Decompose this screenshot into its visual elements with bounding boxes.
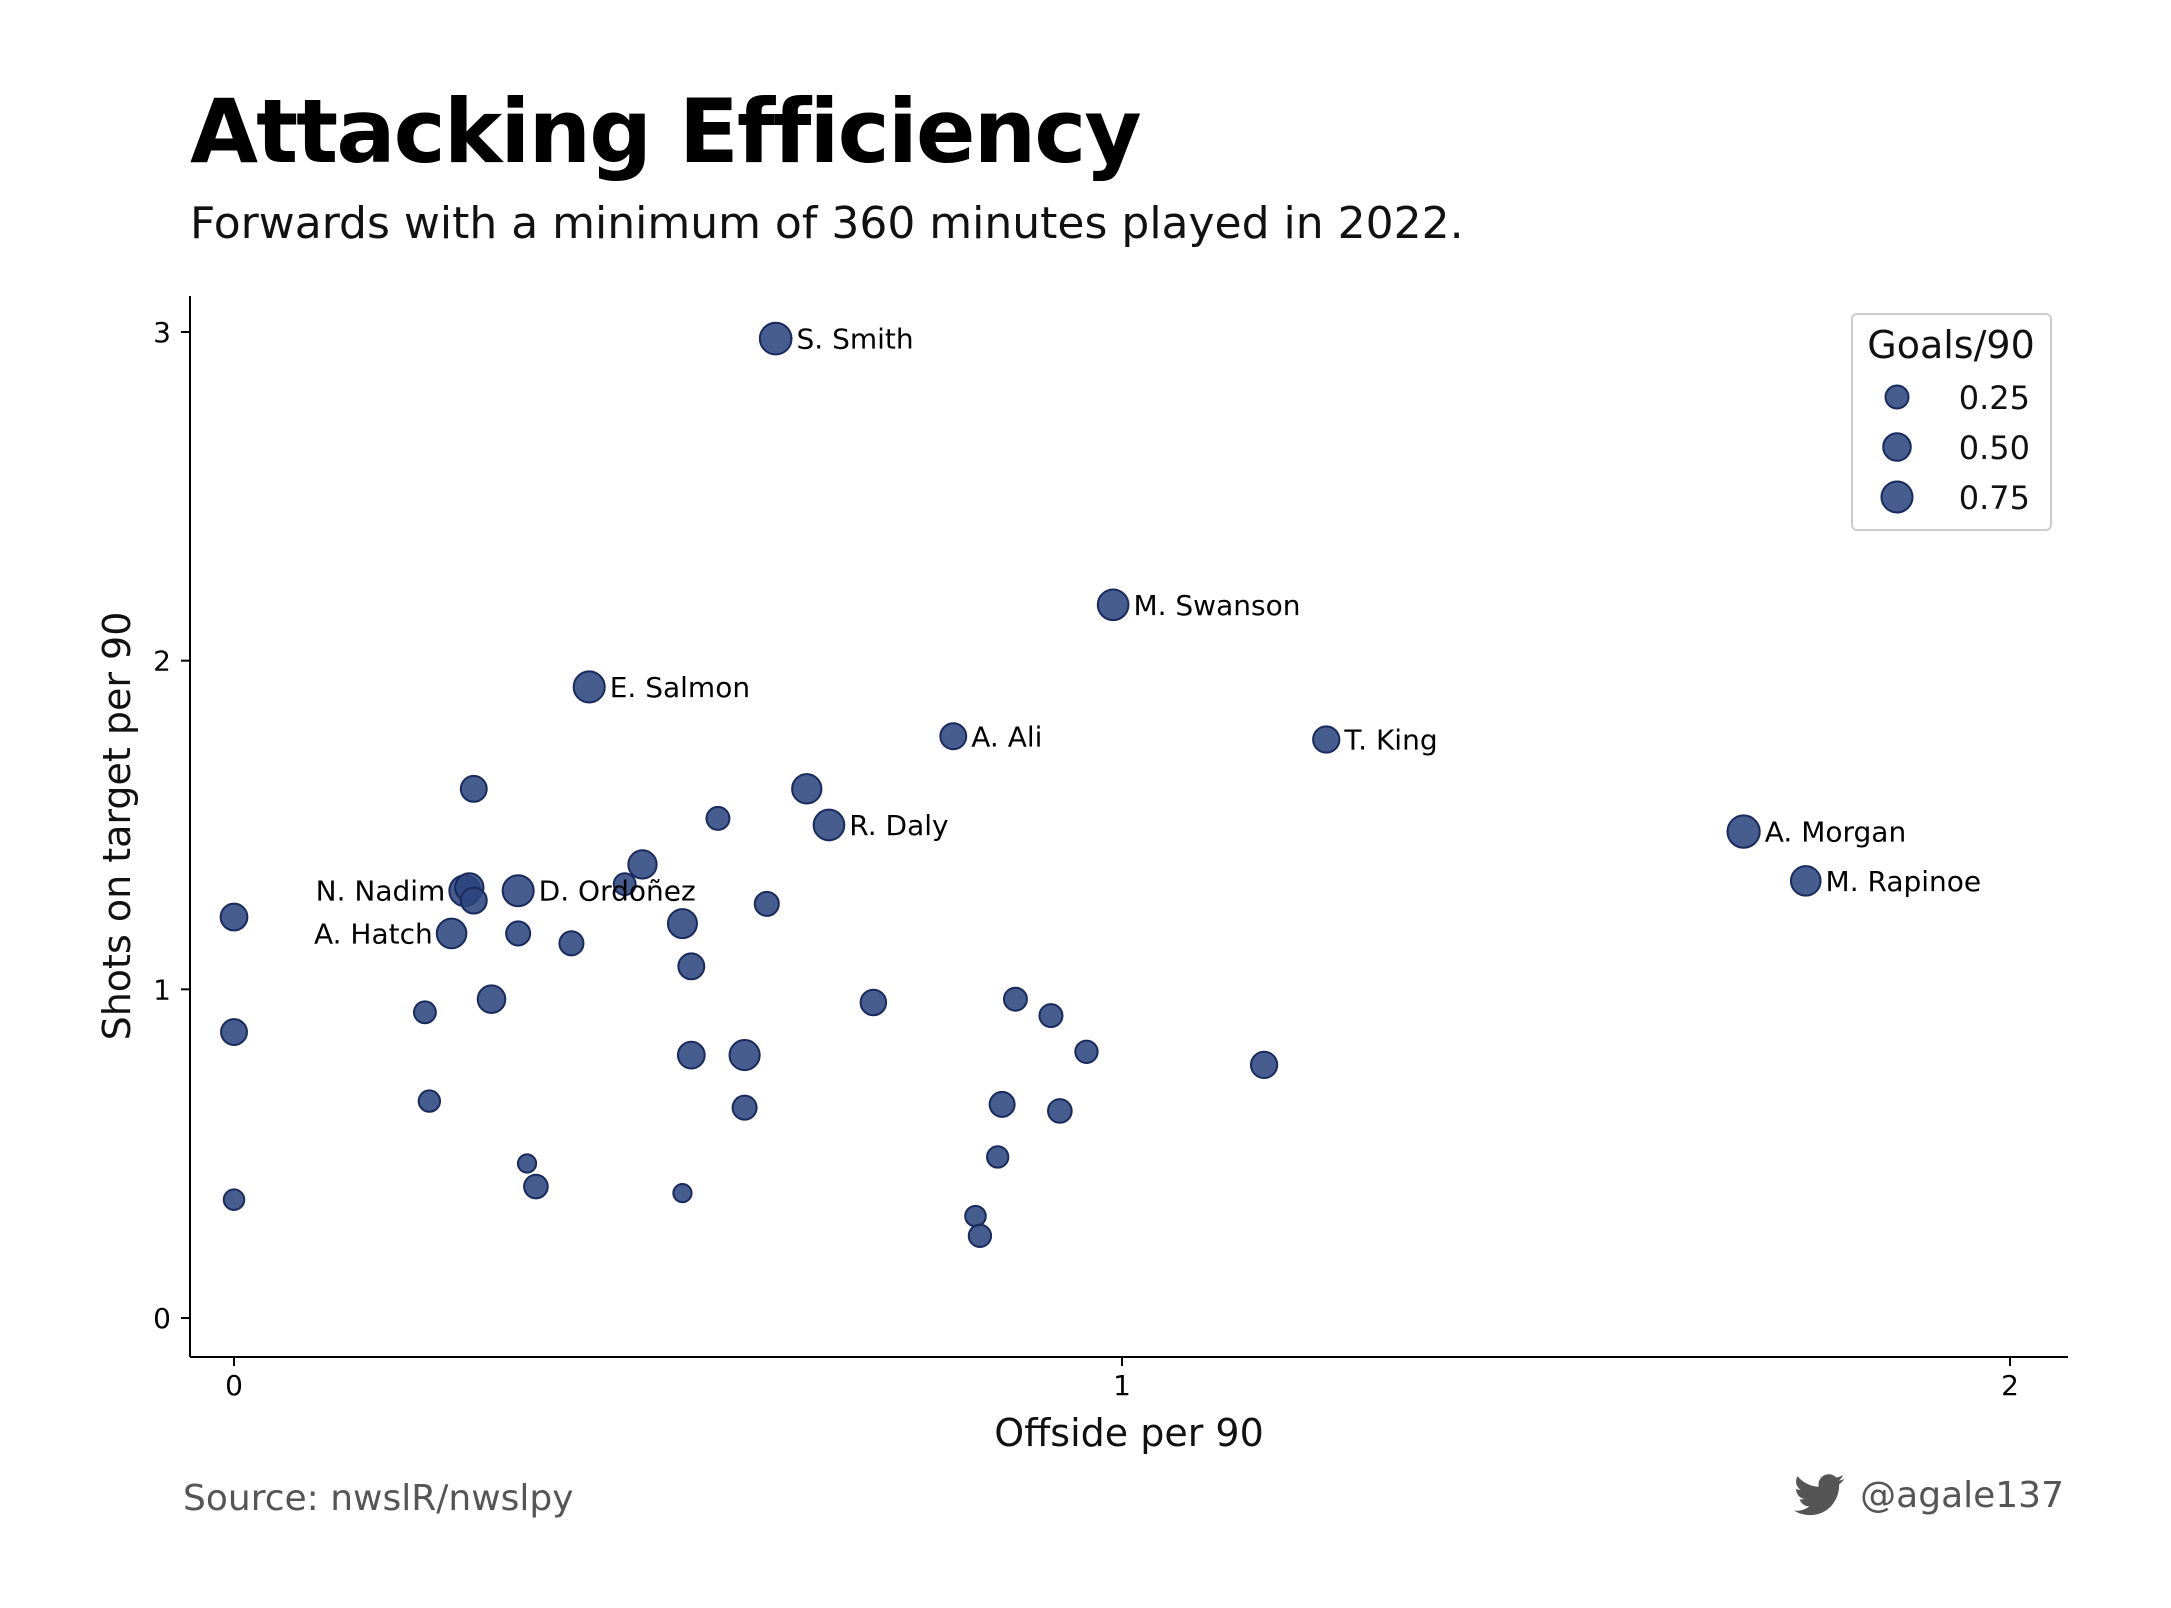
y-tick-label: 1 xyxy=(153,973,171,1006)
data-point xyxy=(476,984,507,1014)
twitter-handle: @agale137 xyxy=(1860,1474,2064,1516)
data-point xyxy=(1249,1050,1279,1080)
point-label: E. Salmon xyxy=(610,671,750,704)
data-point xyxy=(222,1188,246,1211)
legend-entries: 0.25 0.50 0.75 xyxy=(1880,379,2030,517)
data-point xyxy=(964,1204,987,1228)
data-point xyxy=(812,808,846,842)
legend-marker xyxy=(1880,480,1914,514)
legend-label: 0.25 xyxy=(1959,379,2030,417)
data-point xyxy=(705,805,731,831)
legend-label: 0.75 xyxy=(1959,479,2030,517)
data-point xyxy=(677,952,706,981)
data-point xyxy=(666,908,698,940)
data-point xyxy=(753,890,780,917)
x-tick-label: 1 xyxy=(1113,1369,1131,1402)
point-label: M. Rapinoe xyxy=(1826,865,1982,898)
point-label: A. Ali xyxy=(971,720,1042,753)
data-point xyxy=(1096,588,1130,622)
legend-marker xyxy=(1882,432,1912,462)
author-credit: @agale137 xyxy=(1792,1474,2064,1516)
y-tick-label: 0 xyxy=(153,1302,171,1335)
data-point xyxy=(672,1182,693,1204)
twitter-bird-icon xyxy=(1794,1474,1845,1516)
y-tick-label: 2 xyxy=(153,645,171,678)
point-label: M. Swanson xyxy=(1133,589,1300,622)
axis-ticks: 0 1 2 0 1 2 3 xyxy=(153,316,2019,1402)
point-label: A. Hatch xyxy=(314,917,433,950)
data-point xyxy=(413,1000,437,1025)
legend-label: 0.50 xyxy=(1959,429,2030,467)
data-point xyxy=(435,917,468,950)
data-point xyxy=(791,773,823,805)
data-point xyxy=(988,1090,1016,1118)
x-tick-label: 2 xyxy=(2001,1369,2019,1402)
legend-marker xyxy=(1884,384,1910,410)
legend: Goals/90 0.25 0.50 0.75 xyxy=(1851,313,2052,531)
data-point xyxy=(523,1173,549,1200)
data-point xyxy=(1312,725,1341,754)
source-note: Source: nwslR/nwslpy xyxy=(183,1478,574,1519)
chart-subtitle: Forwards with a minimum of 360 minutes p… xyxy=(190,198,1464,249)
x-tick-label: 0 xyxy=(225,1369,243,1402)
data-point xyxy=(1047,1098,1073,1124)
legend-box xyxy=(1851,313,2052,531)
legend-title: Goals/90 xyxy=(1867,323,2035,367)
y-tick-label: 3 xyxy=(153,316,171,349)
point-labels: S. Smith M. Swanson E. Salmon A. Ali T. King… xyxy=(314,323,1981,951)
data-point xyxy=(728,1038,761,1072)
data-point xyxy=(558,930,585,957)
point-label: A. Morgan xyxy=(1765,816,1906,849)
data-point xyxy=(459,774,488,803)
data-point xyxy=(986,1145,1010,1169)
data-point xyxy=(572,670,606,704)
chart-title: Attacking Efficiency xyxy=(190,80,1142,183)
y-axis-label: Shots on target per 90 xyxy=(95,612,139,1041)
point-label: N. Nadim xyxy=(316,875,446,908)
data-point xyxy=(505,920,532,947)
data-point xyxy=(1789,865,1822,897)
point-label: S. Smith xyxy=(797,323,914,356)
data-points xyxy=(219,321,1822,1248)
data-point xyxy=(1726,814,1761,849)
x-axis-label: Offside per 90 xyxy=(994,1411,1264,1455)
data-point xyxy=(417,1089,442,1113)
data-point xyxy=(731,1094,758,1121)
data-point xyxy=(219,902,249,932)
point-label: T. King xyxy=(1343,724,1437,757)
point-label: R. Daly xyxy=(849,809,948,842)
data-point xyxy=(939,722,968,751)
data-point xyxy=(612,872,637,897)
data-point xyxy=(1002,986,1028,1012)
data-point xyxy=(967,1223,993,1248)
data-point xyxy=(859,988,888,1017)
data-point xyxy=(758,321,793,356)
data-point xyxy=(676,1040,706,1070)
data-point xyxy=(220,1018,248,1047)
chart-axes xyxy=(189,296,2068,1358)
data-point xyxy=(459,886,488,915)
data-point xyxy=(1074,1039,1099,1064)
data-point xyxy=(1038,1003,1064,1029)
data-point xyxy=(501,874,535,908)
data-point xyxy=(516,1153,538,1174)
point-label: D. Ordoñez xyxy=(539,875,696,908)
data-point xyxy=(627,849,658,880)
